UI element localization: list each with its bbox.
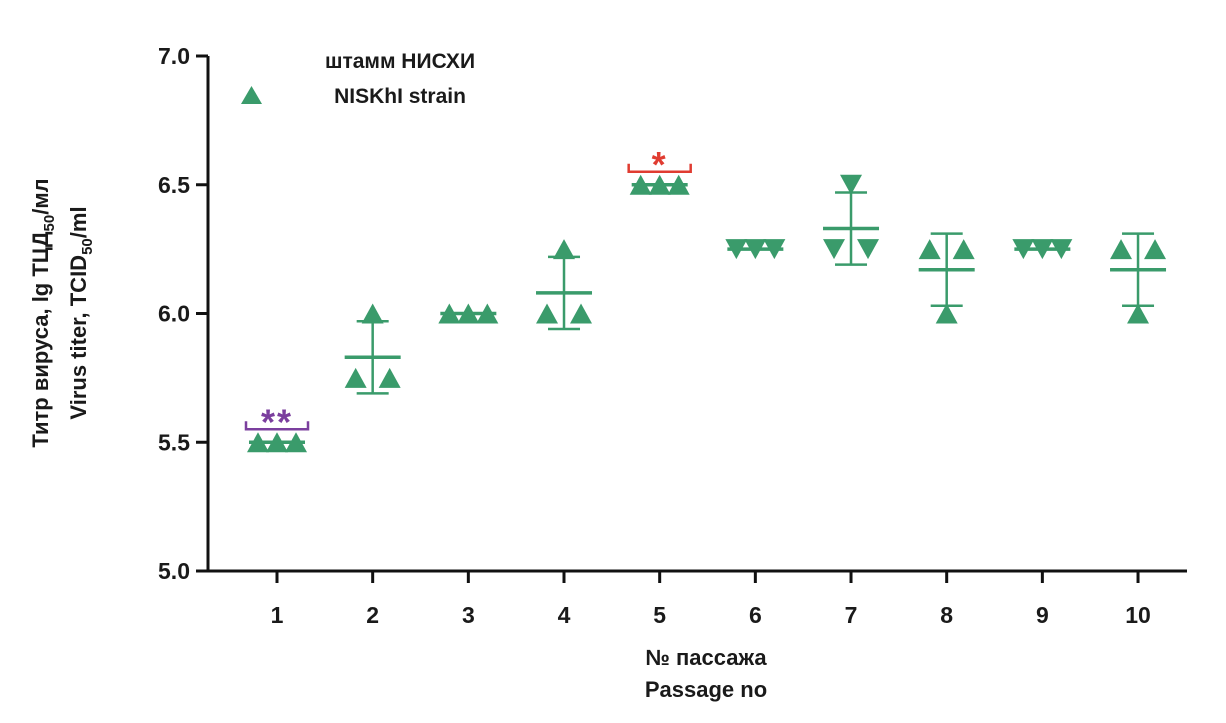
data-point: [536, 303, 559, 324]
x-tick-label: 5: [653, 602, 666, 628]
x-tick-label: 8: [940, 602, 953, 628]
y-tick-label: 5.0: [158, 558, 190, 584]
legend-line1: штамм НИСХИ: [325, 50, 475, 73]
y-tick-label: 6.5: [158, 172, 190, 198]
data-point: [823, 239, 846, 260]
data-point: [570, 303, 593, 324]
axes: 5.0 5.5 6.0 6.5 7.0 1 2 3 4 5 6 7 8 9 10: [158, 43, 1187, 628]
data-point: [857, 239, 880, 260]
y-tick-label: 5.5: [158, 429, 190, 455]
legend-marker-triangle: [241, 86, 262, 104]
x-axis-label-en: Passage no: [645, 677, 767, 702]
x-tick-label: 7: [845, 602, 858, 628]
y-tick-label: 6.0: [158, 301, 190, 327]
y-axis-label-ru: Титр вируса, lg ТЦД50/мл: [28, 178, 58, 447]
data-point: [1127, 303, 1150, 324]
data-point: [361, 303, 384, 324]
data-point: [344, 367, 367, 388]
significance-label: **: [261, 401, 293, 442]
y-tick-label: 7.0: [158, 43, 190, 69]
significance-label: *: [652, 144, 668, 185]
x-tick-label: 3: [462, 602, 475, 628]
significance-bracket: [244, 421, 310, 431]
x-tick-label: 1: [271, 602, 284, 628]
legend-line2: NISKhI strain: [334, 85, 466, 108]
x-tick-label: 2: [366, 602, 379, 628]
data-point: [378, 367, 401, 388]
y-axis-label: Титр вируса, lg ТЦД50/мл Virus titer, TC…: [28, 178, 96, 447]
data-marks: ***: [244, 144, 1167, 453]
data-point: [840, 174, 863, 195]
data-point: [918, 239, 941, 260]
significance-bracket: [627, 163, 692, 173]
data-point: [1144, 239, 1167, 260]
x-tick-label: 6: [749, 602, 762, 628]
data-point: [553, 239, 576, 260]
data-point: [952, 239, 975, 260]
y-axis-label-en: Virus titer, TCID50/ml: [66, 206, 96, 419]
x-axis-label-ru: № пассажа: [645, 645, 767, 670]
x-tick-label: 4: [558, 602, 571, 628]
legend: штамм НИСХИ NISKhI strain: [241, 50, 475, 108]
data-point: [935, 303, 958, 324]
x-tick-label: 9: [1036, 602, 1049, 628]
x-tick-label: 10: [1125, 602, 1151, 628]
data-point: [1110, 239, 1133, 260]
